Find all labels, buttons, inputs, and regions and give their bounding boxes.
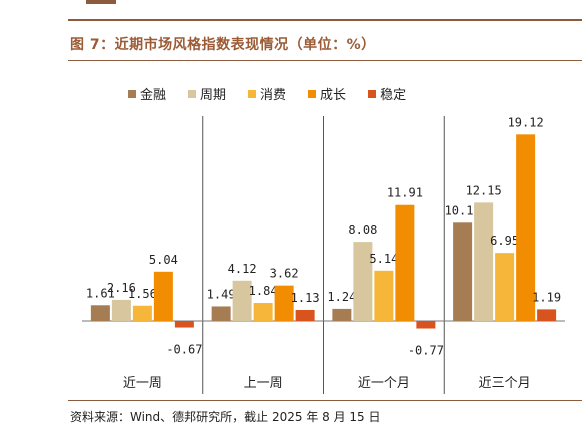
legend-swatch-stable: [368, 89, 377, 98]
bar-cycle-2: [353, 242, 373, 321]
data-label-growth-0: 5.04: [149, 253, 178, 267]
legend-label-cycle: 周期: [200, 88, 227, 103]
category-label-2: 近一个月: [358, 376, 410, 391]
data-label-finance-3: 10.11: [445, 203, 481, 217]
bar-growth-1: [274, 285, 294, 321]
legend-swatch-finance: [128, 89, 136, 98]
bar-finance-3: [453, 222, 473, 321]
category-label-0: 近一周: [123, 376, 162, 391]
bar-consumer-3: [495, 253, 515, 321]
bar-finance-1: [211, 306, 231, 321]
legend-label-stable: 稳定: [380, 88, 407, 103]
legend-item-growth: 成长: [308, 84, 346, 103]
bar-stable-0: [174, 321, 194, 328]
data-label-finance-2: 1.24: [327, 290, 356, 304]
bar-stable-3: [537, 309, 557, 321]
bar-cycle-3: [474, 202, 494, 321]
header-accent-tab: [86, 0, 116, 4]
legend-item-stable: 稳定: [368, 84, 406, 103]
legend-swatch-cycle: [188, 89, 197, 98]
data-label-consumer-1: 1.84: [249, 284, 278, 298]
bar-stable-1: [295, 309, 315, 321]
bar-cycle-1: [232, 280, 252, 321]
legend-item-consumer: 消费: [248, 84, 286, 103]
bar-cycle-0: [111, 299, 131, 321]
figure-title: 图 7：近期市场风格指数表现情况（单位：%）: [70, 37, 376, 53]
footer-rule: [68, 400, 582, 401]
chart-legend: 金融 周期 消费 成长 稳定: [128, 84, 406, 103]
data-label-stable-3: 1.19: [532, 290, 561, 304]
data-label-finance-0: 1.61: [86, 286, 115, 300]
bar-growth-3: [516, 134, 536, 321]
data-label-cycle-1: 4.12: [228, 262, 257, 276]
header-rule: [68, 19, 582, 21]
bar-finance-0: [90, 305, 110, 321]
data-label-consumer-0: 1.56: [128, 287, 157, 301]
data-label-stable-1: 1.13: [291, 291, 320, 305]
data-label-growth-3: 19.12: [508, 115, 544, 129]
data-label-growth-2: 11.91: [387, 186, 423, 200]
data-label-consumer-3: 6.95: [490, 234, 519, 248]
bar-growth-0: [153, 271, 173, 321]
bar-growth-2: [395, 204, 415, 321]
legend-label-finance: 金融: [140, 88, 167, 103]
data-label-stable-0: -0.67: [166, 343, 202, 357]
data-label-cycle-0: 2.16: [107, 281, 136, 295]
bar-stable-2: [416, 321, 436, 329]
category-label-3: 近三个月: [479, 376, 531, 391]
legend-swatch-growth: [308, 89, 317, 98]
bar-consumer-2: [374, 270, 394, 321]
title-rule: [68, 60, 582, 61]
source-note: 资料来源：Wind、德邦研究所，截止 2025 年 8 月 15 日: [70, 410, 381, 424]
legend-item-cycle: 周期: [188, 84, 226, 103]
legend-item-finance: 金融: [128, 84, 166, 103]
data-label-cycle-2: 8.08: [348, 223, 377, 237]
legend-label-consumer: 消费: [260, 88, 287, 103]
legend-swatch-consumer: [248, 89, 257, 98]
category-label-1: 上一周: [244, 376, 283, 391]
legend-label-growth: 成长: [320, 88, 347, 103]
bar-finance-2: [332, 308, 352, 321]
data-label-growth-1: 3.62: [270, 267, 299, 281]
data-label-finance-1: 1.49: [207, 287, 236, 301]
data-label-cycle-3: 12.15: [466, 183, 502, 197]
bar-consumer-0: [132, 305, 152, 321]
bar-consumer-1: [253, 303, 273, 321]
data-label-stable-2: -0.77: [408, 344, 444, 358]
data-label-consumer-2: 5.14: [369, 252, 398, 266]
